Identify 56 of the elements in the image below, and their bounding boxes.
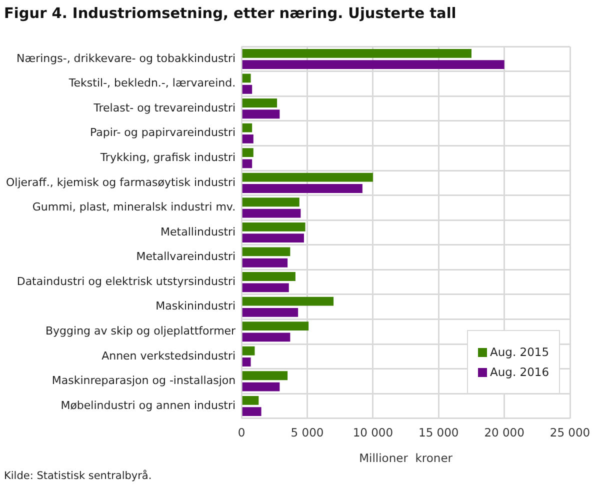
bar — [242, 74, 251, 83]
legend-label: Aug. 2015 — [489, 345, 550, 360]
bar — [242, 123, 252, 132]
bar — [242, 134, 254, 144]
x-tick-label: 0 — [238, 425, 246, 440]
bar — [242, 48, 472, 58]
chart-title: Figur 4. Industriomsetning, etter næring. Ujusterte tall — [4, 6, 456, 22]
x-tick-label: 25 000 — [550, 425, 590, 440]
bar — [242, 371, 288, 380]
bar — [242, 60, 504, 70]
y-tick-label: Metallvareindustri — [136, 250, 236, 264]
y-tick-label: Trelast- og trevareindustri — [92, 101, 236, 114]
bar — [242, 84, 252, 94]
bar — [242, 222, 306, 232]
bar — [242, 407, 262, 416]
x-tick-label: 10 000 — [352, 425, 394, 440]
y-tick-label: Møbelindustri og annen industri — [60, 398, 236, 412]
bar — [242, 272, 296, 281]
y-tick-label: Gummi, plast, mineralsk industri mv. — [32, 200, 236, 214]
bar — [242, 332, 290, 342]
bar — [242, 396, 259, 405]
y-tick-label: Oljeraff., kjemisk og farmasøytisk industri — [6, 176, 236, 189]
x-tick-label: 20 000 — [484, 425, 524, 440]
bar — [242, 322, 309, 331]
y-tick-label: Bygging av skip og oljeplattformer — [46, 324, 236, 338]
y-tick-label: Dataindustri og elektrisk utstyrsindustri — [16, 274, 236, 288]
y-tick-label: Maskinreparasjon og -installasjon — [52, 374, 236, 388]
bar — [242, 358, 251, 366]
bar — [242, 258, 288, 268]
bar — [242, 184, 362, 193]
y-tick-label: Nærings-, drikkevare- og tobakkindustri — [16, 52, 236, 65]
bar — [242, 110, 280, 119]
y-tick-label: Annen verkstedsindustri — [102, 349, 236, 362]
bar — [242, 198, 300, 207]
bar — [242, 283, 289, 292]
bar — [242, 98, 278, 108]
bar — [242, 346, 255, 356]
legend-label: Aug. 2016 — [489, 365, 550, 380]
y-tick-label: Trykking, grafisk industri — [99, 151, 236, 164]
x-axis-title: Millioner kroner — [359, 451, 453, 466]
y-tick-label: Tekstil-, bekledn.-, lærvareind. — [68, 76, 236, 90]
bar — [242, 172, 373, 182]
x-tick-label: 5 000 — [290, 425, 324, 440]
bar — [242, 247, 290, 256]
bar — [242, 382, 280, 392]
bar — [242, 159, 252, 168]
x-tick-label: 15 000 — [418, 425, 459, 440]
y-tick-label: Maskinindustri — [156, 300, 236, 313]
bar — [242, 308, 298, 317]
bar — [242, 208, 301, 218]
bar — [242, 234, 304, 243]
y-tick-label: Papir- og papirvareindustri — [90, 126, 236, 140]
bar — [242, 148, 254, 158]
y-tick-label: Metallindustri — [160, 225, 236, 238]
text: Kilde: Statistisk sentralbyrå. — [4, 470, 152, 482]
bar — [242, 296, 334, 306]
